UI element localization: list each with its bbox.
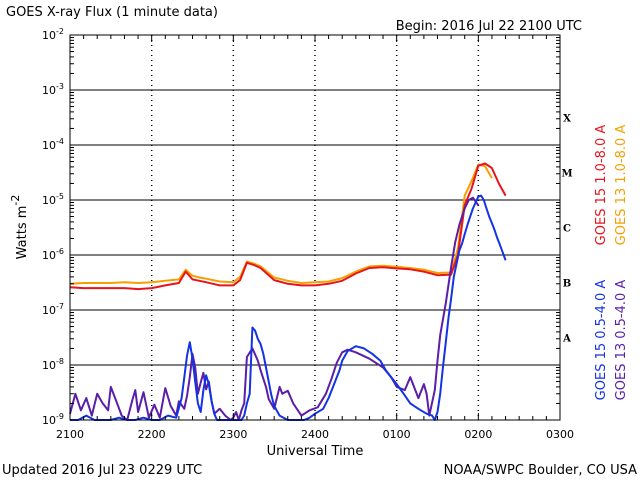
- legend-item: GOES 13 1.0-8.0 A: [614, 125, 629, 246]
- y-axis-label-main: Watts m: [15, 206, 30, 260]
- legend-label: GOES 13 1.0-8.0 A: [614, 125, 629, 246]
- legend-item: GOES 15 1.0-8.0 A: [594, 125, 609, 246]
- y-axis-label: Watts m-2: [9, 195, 30, 260]
- flare-class-a: A: [562, 334, 571, 345]
- x-tick-label: 2100: [56, 428, 84, 441]
- y-tick-label: 10-4: [42, 137, 64, 152]
- series-goes-13-1-0-8-0-a: [69, 163, 493, 285]
- y-tick-label: 10-2: [42, 27, 64, 42]
- legend-label: GOES 15 0.5-4.0 A: [594, 280, 609, 401]
- x-tick-label: 2300: [219, 428, 247, 441]
- y-axis-ticks: 10-9 10-8 10-7 10-6 10-5 10-4 10-3 10-2: [42, 27, 560, 427]
- series-goes-13-0-5-4-0-a: [69, 196, 480, 421]
- legend: GOES 15 1.0-8.0 A GOES 13 1.0-8.0 A GOES 1…: [594, 125, 629, 401]
- flare-class-b: B: [563, 279, 571, 290]
- x-tick-label: 0200: [464, 428, 492, 441]
- legend-label: GOES 15 1.0-8.0 A: [594, 125, 609, 246]
- flare-class-m: M: [561, 169, 572, 180]
- updated-time: Updated 2016 Jul 23 0229 UTC: [2, 463, 202, 478]
- chart-title: GOES X-ray Flux (1 minute data): [6, 5, 218, 20]
- series-goes-15-1-0-8-0-a: [69, 162, 507, 291]
- legend-item: GOES 15 0.5-4.0 A: [594, 280, 609, 401]
- y-tick-label: 10-9: [42, 412, 64, 427]
- y-tick-label: 10-7: [42, 302, 64, 317]
- y-tick-label: 10-8: [42, 357, 64, 372]
- x-tick-label: 0300: [546, 428, 574, 441]
- x-axis-ticks: 2100 2200 2300 2400 0100 0200 0300: [56, 35, 574, 441]
- y-tick-label: 10-3: [42, 82, 64, 97]
- x-axis-label: Universal Time: [267, 444, 364, 459]
- legend-item: GOES 13 0.5-4.0 A: [614, 280, 629, 401]
- flare-class-x: X: [563, 114, 571, 125]
- y-tick-label: 10-5: [42, 192, 64, 207]
- plot-area: [69, 34, 561, 421]
- x-tick-label: 0100: [383, 428, 411, 441]
- x-tick-label: 2400: [301, 428, 329, 441]
- y-axis-label-sup: -2: [9, 195, 22, 206]
- x-tick-label: 2200: [138, 428, 166, 441]
- legend-label: GOES 13 0.5-4.0 A: [614, 280, 629, 401]
- data-source: NOAA/SWPC Boulder, CO USA: [444, 463, 637, 478]
- y-tick-label: 10-6: [42, 247, 64, 262]
- flare-class-labels: A B C M X: [561, 114, 572, 345]
- begin-time: Begin: 2016 Jul 22 2100 UTC: [396, 19, 582, 34]
- flare-class-c: C: [563, 224, 571, 235]
- grid-lines: [70, 34, 560, 421]
- svg-text:Watts m-2: Watts m-2: [9, 195, 30, 260]
